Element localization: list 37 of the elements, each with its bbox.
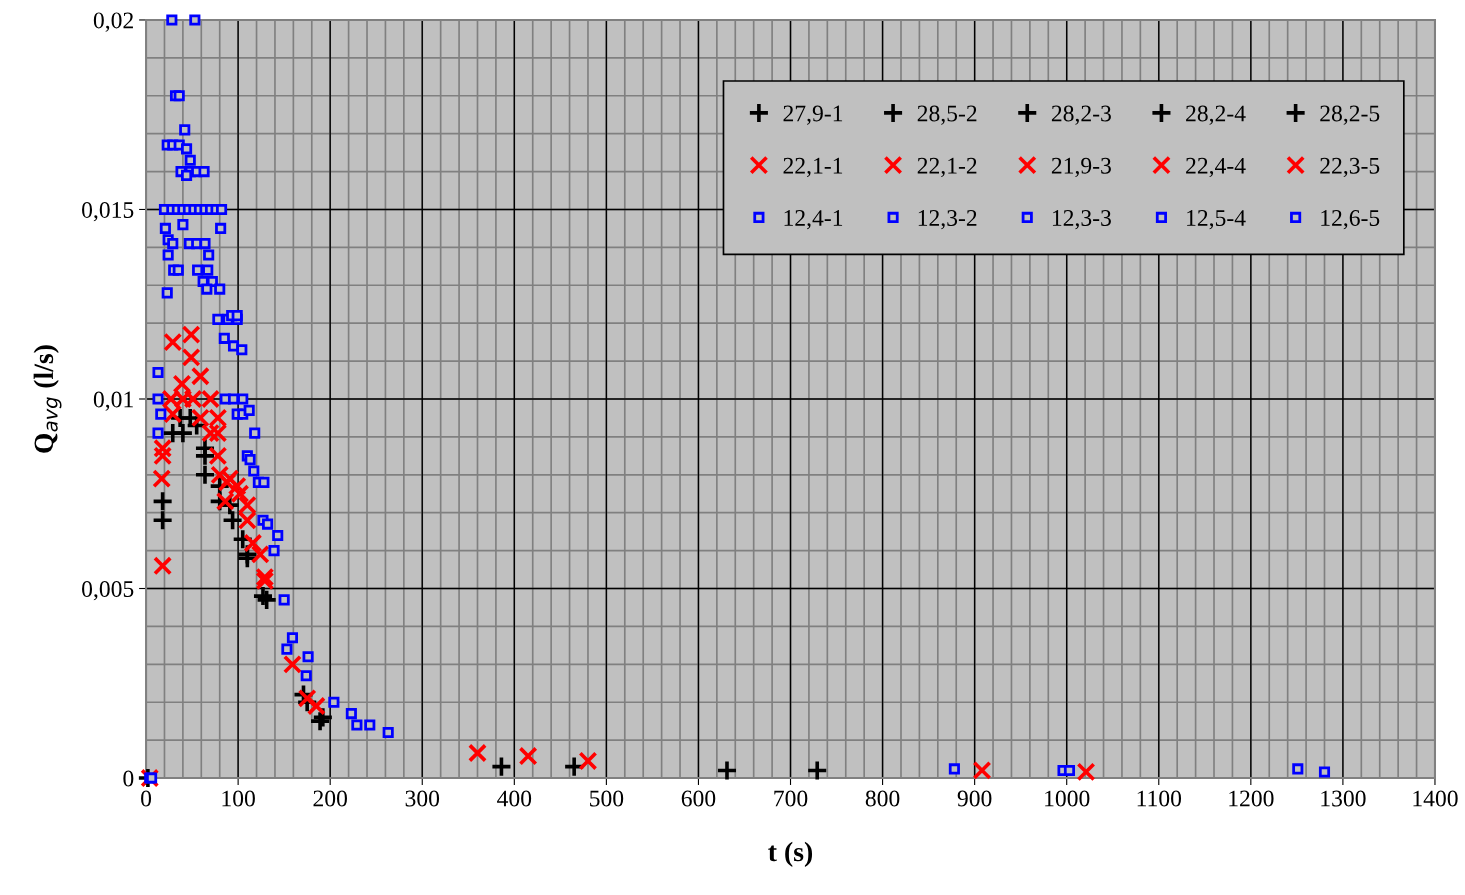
x-tick-label: 300 [405,790,440,807]
x-tick-label: 800 [865,790,900,807]
x-tick-label: 1200 [1229,790,1274,807]
legend-label: 12,6-5 [1321,210,1380,230]
legend-label: 12,5-4 [1187,210,1246,230]
x-tick-label: 200 [313,790,347,807]
y-tick-label: 0 [123,770,134,787]
legend-label: 22,4-4 [1186,157,1246,178]
legend-label: 28,2-5 [1320,105,1380,125]
x-tick-label: 1100 [1137,790,1182,807]
y-tick-label: 0,005 [82,581,134,601]
x-tick-label: 100 [222,790,255,807]
legend-label: 12,3-2 [918,210,977,230]
x-axis-title: t (s) [768,841,813,867]
x-tick-label: 0 [141,790,152,807]
legend-label: 22,1-2 [917,157,977,178]
legend-label: 22,1-1 [783,157,843,178]
legend-label: 21,9-3 [1051,157,1111,178]
legend-label: 12,4-1 [784,210,843,230]
x-tick-label: 700 [774,790,808,807]
legend-label: 27,9-1 [783,105,843,125]
legend-label: 28,2-3 [1051,105,1111,125]
legend-label: 28,5-2 [917,105,977,125]
x-tick-label: 600 [681,790,716,807]
x-tick-label: 1400 [1413,790,1458,807]
y-axis-title: Q$_{avg}$ (l/s) [33,345,62,453]
y-tick-label: 0,015 [82,201,134,222]
legend-label: 28,2-4 [1186,105,1246,125]
legend-label: 12,3-3 [1052,210,1111,230]
x-tick-label: 1300 [1321,790,1366,807]
y-tick-label: 0,02 [93,12,133,32]
x-tick-label: 500 [590,790,624,807]
legend-label: 22,3-5 [1320,157,1380,178]
y-tick-label: 0,01 [93,391,133,411]
x-tick-label: 1000 [1045,790,1090,807]
x-tick-label: 900 [957,790,992,807]
x-tick-label: 400 [497,790,532,807]
